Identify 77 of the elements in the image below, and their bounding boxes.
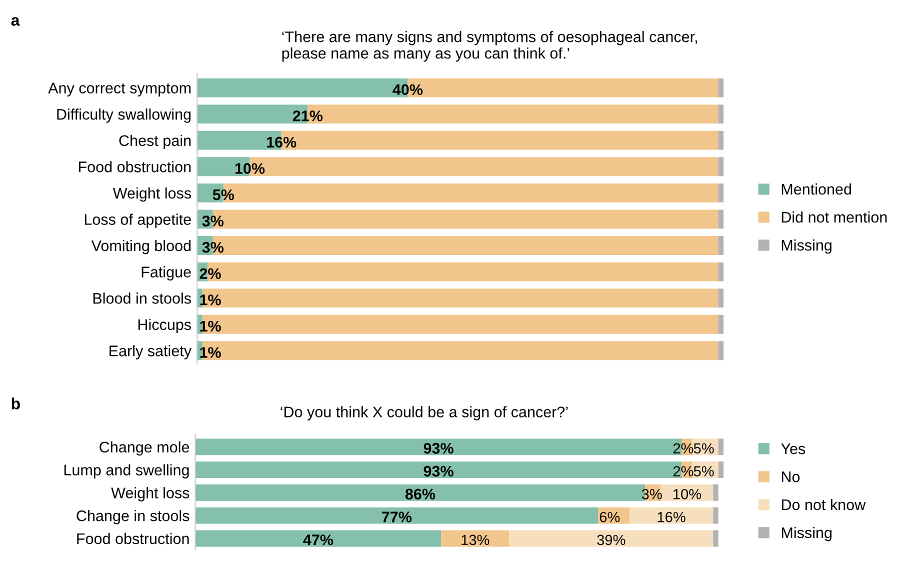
y-tick-label: Any correct symptom <box>48 82 191 96</box>
bar <box>718 104 724 124</box>
bar <box>718 462 724 478</box>
legend-label: Yes <box>781 444 806 454</box>
bar <box>718 210 724 229</box>
data-label: 40% <box>392 84 423 96</box>
data-label: 2% <box>200 268 221 280</box>
data-label: 1% <box>200 320 221 332</box>
y-tick-label: Change in stools <box>76 510 190 524</box>
y-tick-label: Fatigue <box>142 266 191 280</box>
bar <box>713 484 718 501</box>
legend-label: Did not mention <box>782 211 887 223</box>
text: b <box>12 398 20 410</box>
legend-label: Do not know <box>782 498 866 510</box>
bar <box>202 341 718 360</box>
data-label: 16% <box>658 512 686 522</box>
bar <box>718 236 724 255</box>
data-label: 2% <box>673 443 694 454</box>
bar <box>718 183 724 202</box>
data-label: 5% <box>212 189 234 200</box>
data-label: 2% <box>673 466 694 476</box>
y-tick-label: Food obstruction <box>77 532 189 544</box>
y-tick-label: Hiccups <box>138 318 191 334</box>
data-label: 93% <box>424 442 454 454</box>
y-tick-label: Difficulty swallowing <box>57 108 191 123</box>
y-tick-label: Change mole <box>100 441 190 456</box>
bar <box>195 507 598 524</box>
data-label: 6% <box>600 512 620 522</box>
bar <box>718 157 724 176</box>
data-label: 93% <box>424 466 454 477</box>
data-label: 16% <box>267 136 296 148</box>
data-label: 5% <box>694 466 714 476</box>
data-label: 21% <box>292 110 323 122</box>
legend-label: Mentioned <box>782 183 852 195</box>
y-tick-label: Weight loss <box>112 187 191 202</box>
data-label: 10% <box>674 489 702 500</box>
data-label: 39% <box>597 534 626 546</box>
bar <box>195 530 442 547</box>
bar <box>718 314 724 334</box>
data-label: 13% <box>462 534 490 546</box>
bar <box>629 507 714 524</box>
data-label: 86% <box>405 488 436 500</box>
chart-title: ‘Do you think X could be a sign of cancer?’ <box>280 406 568 420</box>
data-label: 3% <box>202 216 224 226</box>
bar <box>202 288 718 308</box>
text: a <box>11 17 20 26</box>
data-label: 1% <box>200 347 221 358</box>
legend-label: Missing <box>782 239 832 254</box>
data-label: 1% <box>200 294 221 306</box>
data-label: 3% <box>642 489 662 500</box>
data-label: 77% <box>382 512 412 522</box>
y-tick-label: Vomiting blood <box>91 240 191 254</box>
data-label: 3% <box>202 242 224 253</box>
data-label: 47% <box>303 534 334 546</box>
y-tick-label: Weight loss <box>111 487 190 502</box>
bar <box>718 288 724 308</box>
bar <box>718 130 724 150</box>
bar <box>713 530 718 547</box>
legend-label: No <box>782 472 800 482</box>
bar <box>202 314 718 334</box>
bar <box>509 530 714 547</box>
bar <box>718 262 724 282</box>
y-tick-label: Early satiety <box>110 345 192 360</box>
data-label: 5% <box>694 443 714 454</box>
bar <box>713 507 718 524</box>
bar <box>441 530 510 547</box>
y-tick-label: Food obstruction <box>79 161 191 172</box>
chart-title: ‘There are many signs and symptoms of oesophageal cancer, please name as many as you can think of.’ <box>282 31 697 62</box>
bar <box>718 341 724 360</box>
y-tick-label: Loss of appetite <box>84 214 191 228</box>
bar <box>718 78 724 98</box>
y-tick-label: Lump and swelling <box>64 464 189 478</box>
y-tick-label: Chest pain <box>119 134 191 150</box>
data-label: 10% <box>235 163 265 174</box>
bar <box>718 438 724 456</box>
y-tick-label: Blood in stools <box>93 292 191 304</box>
legend-label: Missing <box>782 526 832 542</box>
